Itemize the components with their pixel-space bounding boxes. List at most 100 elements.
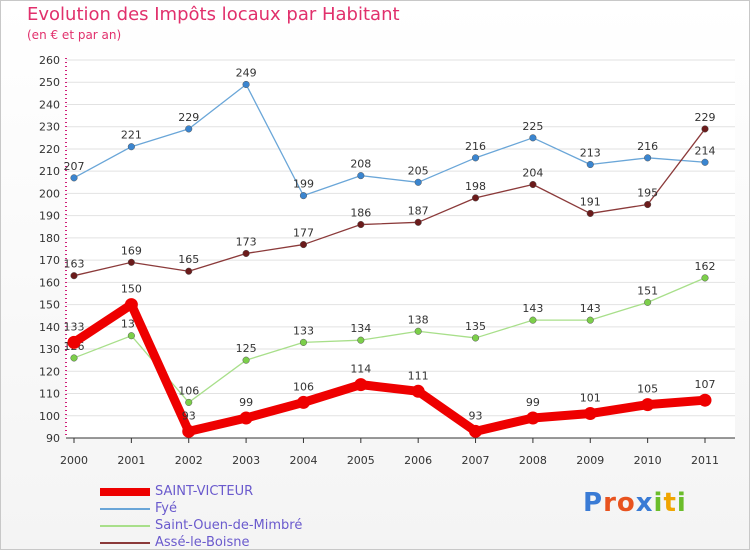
data-point (357, 220, 365, 229)
data-point (471, 154, 480, 162)
y-tick-label: 100 (39, 410, 60, 423)
series-line (69, 300, 710, 436)
x-tick-label: 2003 (232, 454, 260, 467)
data-point (299, 338, 308, 346)
data-point (67, 335, 81, 349)
data-point (644, 200, 652, 209)
data-label: 198 (465, 180, 486, 193)
data-label: 187 (408, 204, 429, 217)
proxiti-logo: Proxiti (583, 488, 687, 518)
data-label: 214 (695, 144, 716, 157)
chart-title: Evolution des Impôts locaux par Habitant (27, 4, 400, 25)
y-tick-label: 230 (39, 121, 60, 134)
legend-label: Fyé (155, 501, 177, 516)
legend-label: SAINT-VICTEUR (155, 484, 254, 499)
legend-swatch (100, 525, 150, 527)
data-point (641, 398, 655, 412)
data-label: 138 (408, 313, 429, 326)
data-label: 216 (465, 140, 486, 153)
data-point (529, 134, 537, 142)
legend-item: SAINT-VICTEUR (100, 484, 400, 501)
data-label: 199 (293, 178, 314, 191)
y-tick-label: 200 (39, 187, 60, 200)
data-point (701, 125, 709, 133)
y-tick-label: 130 (39, 343, 60, 356)
data-point (70, 174, 78, 182)
x-tick-label: 2006 (404, 454, 432, 467)
data-label: 143 (522, 302, 543, 315)
data-point (644, 298, 652, 306)
x-tick-label: 2005 (347, 454, 375, 467)
data-label: 106 (178, 384, 199, 397)
data-point (127, 332, 135, 340)
y-tick-label: 190 (39, 210, 60, 223)
data-point (411, 384, 425, 398)
y-tick-label: 90 (46, 432, 60, 445)
data-label: 208 (350, 158, 371, 171)
chart-legend: SAINT-VICTEUR Fyé Saint-Ouen-de-Mimbré Assé… (100, 484, 400, 552)
data-point (239, 411, 253, 425)
data-point (242, 80, 250, 89)
data-point (357, 336, 365, 344)
data-point (644, 154, 652, 162)
legend-item: Assé-le-Boisne (100, 535, 400, 552)
y-tick-label: 220 (39, 143, 60, 156)
data-point (299, 192, 308, 200)
data-point (185, 267, 193, 275)
legend-label: Assé-le-Boisne (155, 535, 250, 550)
x-tick-label: 2007 (462, 454, 490, 467)
y-tick-label: 180 (39, 232, 60, 245)
x-tick-label: 2002 (175, 454, 203, 467)
data-point (127, 258, 135, 266)
data-point (296, 395, 310, 409)
data-point (242, 356, 250, 364)
data-label: 225 (522, 120, 543, 133)
data-label: 213 (580, 147, 601, 160)
x-tick-label: 2010 (634, 454, 662, 467)
data-point (526, 411, 540, 425)
data-label: 105 (637, 383, 658, 396)
data-label: 106 (293, 380, 314, 393)
y-tick-label: 170 (39, 254, 60, 267)
data-point (698, 393, 712, 407)
data-label: 216 (637, 140, 658, 153)
data-label: 93 (182, 409, 196, 422)
data-label: 195 (637, 187, 658, 200)
data-label: 191 (580, 195, 601, 208)
series-line (73, 83, 706, 197)
data-label: 221 (121, 129, 142, 142)
y-tick-label: 250 (39, 76, 60, 89)
data-point (70, 354, 78, 362)
data-point (701, 158, 709, 166)
data-point (586, 209, 594, 217)
data-label: 143 (580, 302, 601, 315)
data-label: 229 (695, 111, 716, 124)
legend-swatch (100, 488, 150, 496)
data-label: 133 (293, 324, 314, 337)
data-label: 165 (178, 253, 199, 266)
data-label: 150 (121, 283, 142, 296)
data-label: 134 (350, 322, 371, 335)
data-label: 111 (408, 369, 429, 382)
y-tick-label: 140 (39, 321, 60, 334)
data-label: 135 (465, 320, 486, 333)
data-label: 99 (526, 396, 540, 409)
data-label: 204 (522, 167, 543, 180)
x-tick-label: 2000 (60, 454, 88, 467)
data-label: 169 (121, 244, 142, 257)
data-point (414, 178, 422, 186)
y-tick-label: 110 (39, 388, 60, 401)
x-tick-label: 2004 (289, 454, 317, 467)
x-tick-label: 2011 (691, 454, 719, 467)
data-point (357, 172, 365, 180)
data-point (70, 272, 78, 280)
y-tick-label: 260 (39, 54, 60, 67)
x-tick-label: 2008 (519, 454, 547, 467)
data-point (242, 249, 250, 257)
y-tick-label: 160 (39, 276, 60, 289)
data-label: 133 (64, 320, 85, 333)
legend-swatch (100, 508, 150, 510)
y-tick-label: 210 (39, 165, 60, 178)
plot-area (66, 58, 735, 438)
